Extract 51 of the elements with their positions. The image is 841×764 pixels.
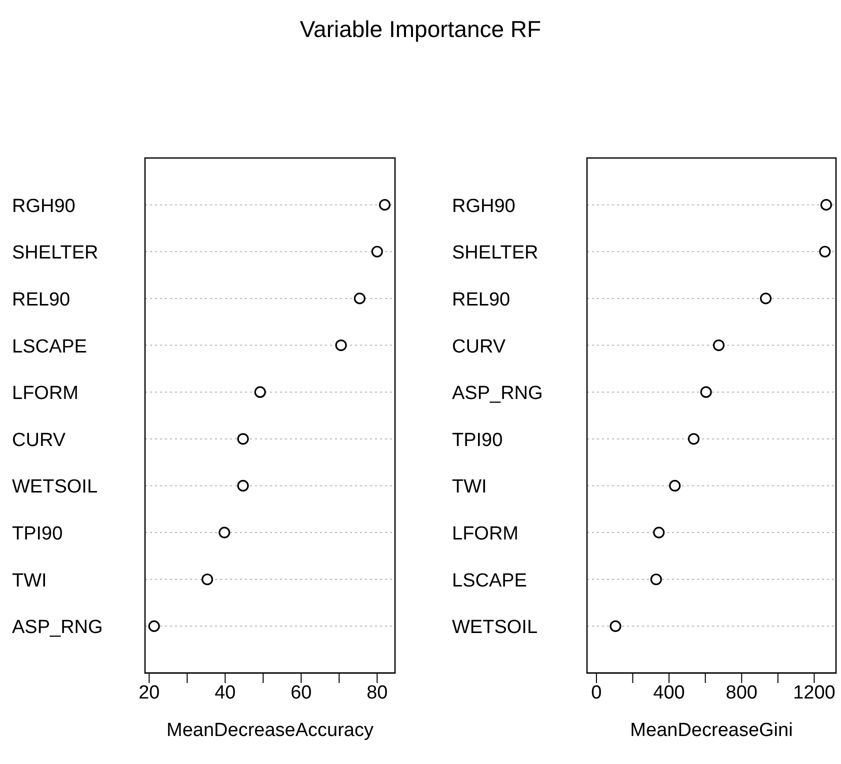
- point: [760, 292, 772, 304]
- y-tick-label: ASP_RNG: [452, 383, 543, 404]
- x-tick-label: 0: [591, 682, 602, 704]
- point: [610, 620, 622, 632]
- y-tick-label: CURV: [452, 336, 506, 358]
- y-tick-label: TPI90: [12, 524, 63, 545]
- y-tick-label: CURV: [12, 430, 66, 451]
- point: [237, 433, 249, 445]
- y-tick-label: TWI: [452, 476, 487, 498]
- y-tick-label: LSCAPE: [12, 336, 87, 358]
- y-tick-label: RGH90: [452, 196, 516, 217]
- y-tick-label: WETSOIL: [452, 617, 538, 638]
- point: [354, 292, 366, 304]
- y-tick-label: LFORM: [452, 524, 518, 545]
- x-tick-label: 800: [726, 682, 758, 704]
- point: [218, 526, 230, 538]
- x-tick-label: 60: [290, 682, 312, 704]
- point: [650, 574, 662, 586]
- y-tick-label: TWI: [12, 570, 47, 592]
- y-tick-label: RGH90: [12, 196, 76, 217]
- point: [378, 199, 391, 211]
- y-tick-label: LSCAPE: [452, 570, 527, 592]
- point: [371, 246, 383, 258]
- x-axis-title: MeanDecreaseGini: [630, 720, 793, 741]
- point: [237, 480, 249, 492]
- y-tick-label: REL90: [452, 289, 510, 310]
- point: [335, 339, 347, 352]
- x-tick-label: 40: [214, 682, 236, 704]
- x-axis-title: MeanDecreaseAccuracy: [166, 720, 374, 741]
- point: [700, 386, 712, 398]
- x-tick-label: 1200: [793, 682, 836, 704]
- point: [669, 480, 681, 492]
- point: [819, 246, 831, 258]
- x-tick-label: 400: [653, 682, 685, 704]
- chart-title: Variable Importance RF: [298, 16, 542, 43]
- point: [202, 574, 214, 586]
- point: [148, 620, 160, 632]
- point: [712, 339, 725, 352]
- y-tick-label: REL90: [12, 289, 70, 310]
- point: [653, 526, 665, 538]
- point: [688, 433, 700, 445]
- y-tick-label: WETSOIL: [12, 476, 98, 498]
- x-tick-label: 20: [138, 682, 160, 704]
- y-tick-label: TPI90: [452, 430, 503, 451]
- y-tick-label: LFORM: [12, 383, 78, 404]
- y-tick-label: ASP_RNG: [12, 617, 103, 638]
- x-tick-label: 80: [366, 682, 388, 704]
- y-tick-label: SHELTER: [452, 242, 538, 264]
- point: [820, 199, 832, 211]
- point: [254, 386, 266, 398]
- y-tick-label: SHELTER: [12, 242, 98, 264]
